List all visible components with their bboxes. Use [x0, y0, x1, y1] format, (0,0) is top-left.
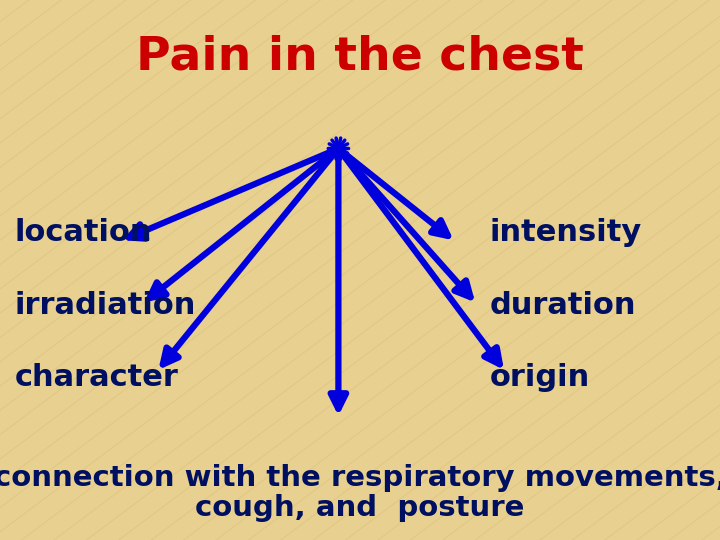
- Text: connection with the respiratory movements,: connection with the respiratory movement…: [0, 464, 720, 492]
- Text: cough, and  posture: cough, and posture: [195, 494, 525, 522]
- Text: location: location: [14, 218, 152, 247]
- Text: irradiation: irradiation: [14, 291, 196, 320]
- Text: origin: origin: [490, 363, 590, 393]
- Text: duration: duration: [490, 291, 636, 320]
- Text: Pain in the chest: Pain in the chest: [136, 34, 584, 79]
- Text: character: character: [14, 363, 179, 393]
- Text: intensity: intensity: [490, 218, 642, 247]
